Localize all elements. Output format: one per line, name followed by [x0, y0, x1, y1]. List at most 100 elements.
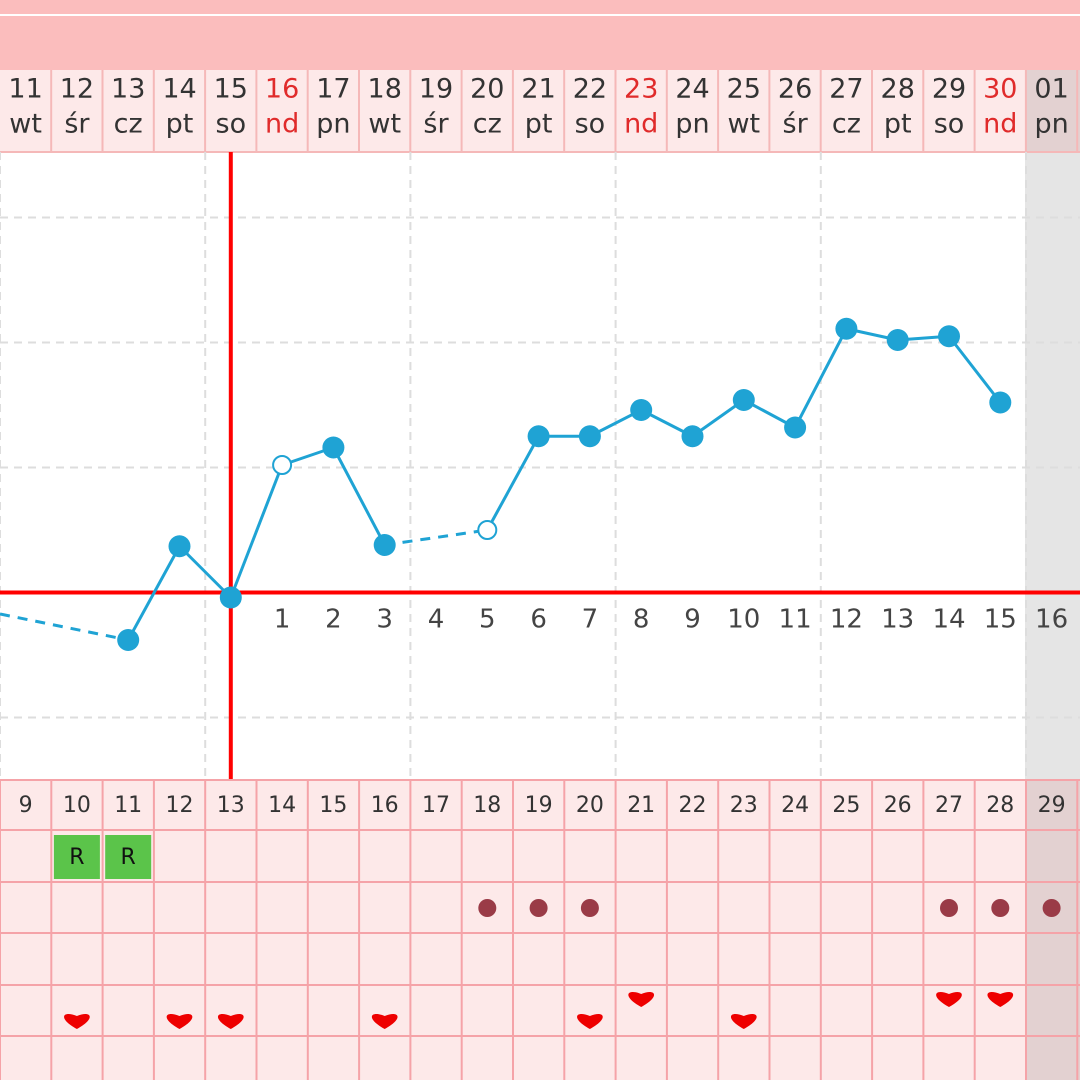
temp-point: [117, 629, 140, 651]
header-date: 22: [573, 74, 607, 105]
badge-bg: [53, 835, 100, 879]
cycle-day: 14: [268, 793, 296, 818]
dpo-label: 15: [984, 605, 1017, 635]
cycle-day: 11: [114, 793, 142, 818]
header-weekday: cz: [832, 109, 861, 140]
header-weekday: wt: [368, 109, 401, 140]
chart-area: [0, 152, 1080, 780]
header-date: 24: [675, 74, 709, 105]
header-weekday: śr: [783, 109, 809, 140]
heart: [64, 1013, 90, 1029]
dpo-label: 9: [684, 605, 701, 635]
temp-point: [938, 325, 960, 348]
dpo-label: 1: [274, 605, 291, 635]
header-date: 21: [521, 74, 555, 105]
dot: [580, 899, 599, 917]
heart: [987, 991, 1014, 1007]
temp-point: [322, 436, 345, 459]
cycle-day: 16: [371, 793, 399, 818]
cycle-day: 13: [217, 793, 245, 818]
badge: R: [121, 845, 136, 870]
badge-bg: [105, 835, 152, 879]
header-date: 15: [214, 74, 248, 105]
temp-segment: [178, 545, 232, 599]
dpo-label: 14: [932, 605, 965, 635]
temp-point: [477, 520, 498, 540]
cycle-day: 12: [166, 793, 194, 818]
dpo-label: 12: [830, 605, 863, 635]
header-weekday: so: [934, 109, 965, 140]
heart: [628, 991, 655, 1007]
temp-point: [168, 535, 191, 558]
cycle-day: 18: [473, 793, 501, 818]
temp-point: [219, 586, 242, 609]
dpo-label: 3: [376, 605, 393, 635]
dot: [1042, 899, 1061, 917]
header-date: 25: [727, 74, 761, 105]
temp-segment: [126, 545, 181, 641]
dot: [529, 899, 548, 917]
temp-segment: [332, 446, 387, 546]
header-weekday: pn: [316, 109, 350, 140]
header-weekday: wt: [727, 109, 760, 140]
header-date: 30: [983, 74, 1017, 105]
temp-point: [527, 425, 550, 448]
dot: [478, 899, 497, 917]
header-date: 28: [881, 74, 915, 105]
header-weekday: pn: [675, 109, 709, 140]
temp-point: [578, 425, 601, 448]
header-date: 18: [368, 74, 402, 105]
temp-point: [835, 317, 858, 340]
header-date: 29: [932, 74, 966, 105]
header-weekday: cz: [114, 109, 143, 140]
heart: [166, 1013, 193, 1029]
cycle-day: 24: [781, 793, 809, 818]
cycle-day: 17: [422, 793, 450, 818]
dot: [940, 899, 958, 917]
cycle-day: 21: [627, 793, 655, 818]
header-weekday: pn: [1034, 109, 1068, 140]
dpo-label: 2: [325, 605, 342, 635]
dpo-label: 10: [727, 605, 760, 635]
header-date: 20: [470, 74, 504, 105]
cycle-day: 10: [63, 793, 91, 818]
header-date: 26: [778, 74, 812, 105]
temp-point: [732, 389, 755, 411]
header-weekday: śr: [64, 109, 90, 140]
header-weekday: nd: [983, 109, 1017, 140]
header-date: 12: [60, 74, 94, 105]
heart: [577, 1013, 603, 1029]
cycle-day: 28: [986, 793, 1014, 818]
temp-segment: [947, 335, 1002, 404]
date-header: [0, 70, 1080, 152]
header-date: 13: [111, 74, 145, 105]
temp-point: [784, 416, 807, 439]
today-column: [1025, 70, 1080, 1080]
cycle-day: 26: [884, 793, 912, 818]
header-weekday: pt: [884, 109, 912, 140]
cycle-day: 9: [19, 793, 33, 818]
temp-point: [681, 425, 704, 448]
dpo-label: 5: [479, 605, 496, 635]
header-weekday: pt: [525, 109, 553, 140]
cycle-day: 25: [832, 793, 860, 818]
badge: R: [69, 845, 84, 870]
temp-segment: [485, 435, 540, 531]
header-weekday: śr: [423, 109, 449, 140]
header-weekday: nd: [265, 109, 299, 140]
temp-point: [272, 455, 293, 475]
header-date: 19: [419, 74, 453, 105]
header-date: 14: [162, 74, 196, 105]
heart: [730, 1013, 757, 1029]
header-weekday: pt: [166, 109, 194, 140]
header-date: 16: [265, 74, 299, 105]
dot: [991, 899, 1010, 917]
header-date: 27: [829, 74, 863, 105]
cycle-day: 20: [576, 793, 604, 818]
cycle-day: 19: [525, 793, 553, 818]
temp-segment: [229, 464, 284, 599]
cycle-day: 22: [679, 793, 707, 818]
header-date: 23: [624, 74, 658, 105]
dpo-label: 8: [633, 605, 650, 635]
cycle-day: 29: [1038, 793, 1066, 818]
